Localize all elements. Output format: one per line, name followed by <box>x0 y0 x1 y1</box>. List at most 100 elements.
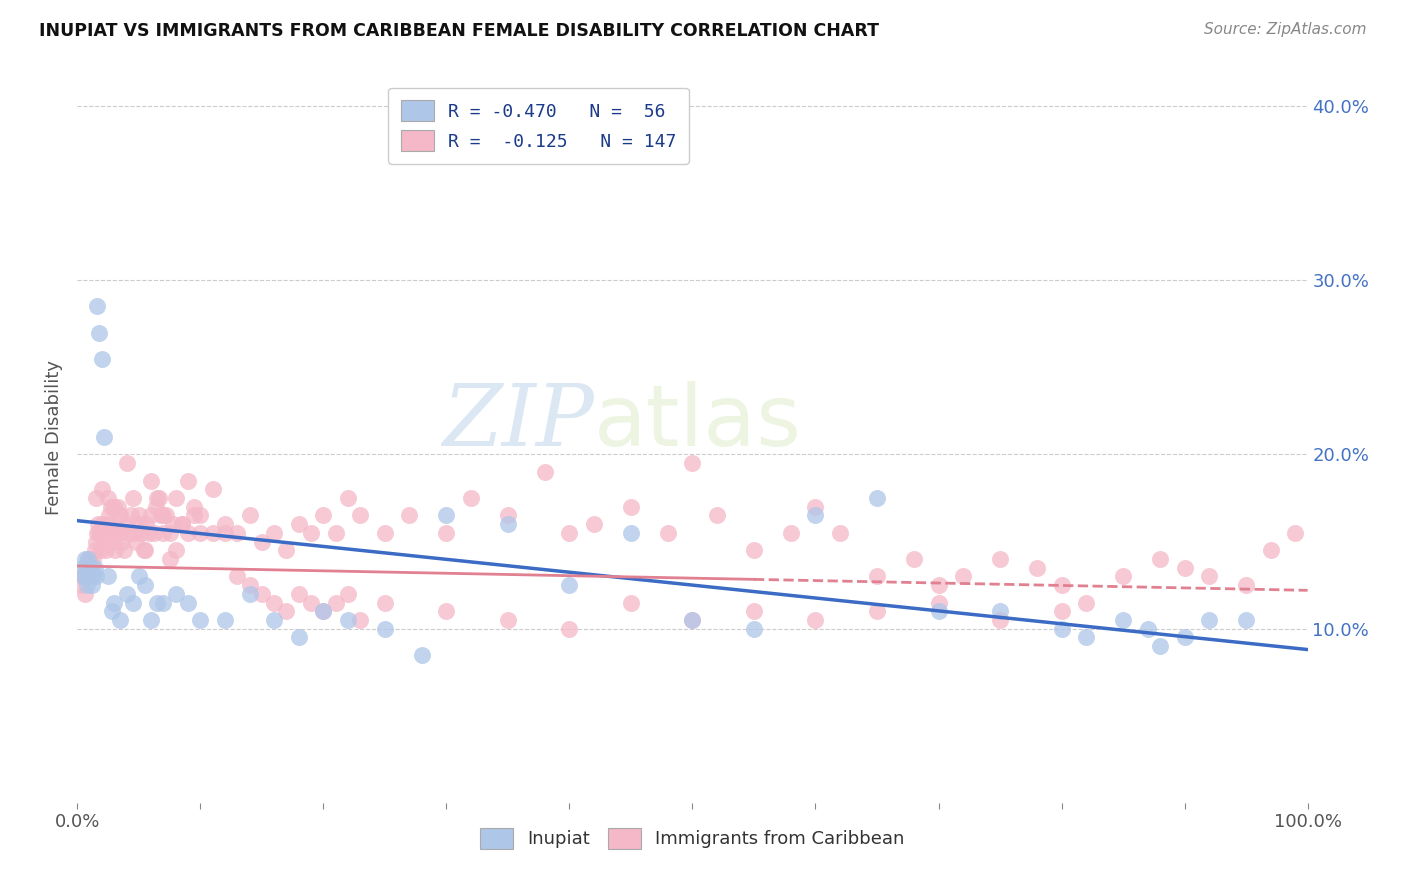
Point <box>188 525 212 540</box>
Point <box>82 569 104 583</box>
Point <box>110 613 132 627</box>
Point <box>155 508 177 523</box>
Point <box>72 569 94 583</box>
Point <box>128 569 150 583</box>
Point <box>90 517 114 532</box>
Point <box>325 595 347 609</box>
Point <box>188 613 212 627</box>
Point <box>496 613 519 627</box>
Point <box>146 595 169 609</box>
Point <box>121 595 143 609</box>
Point <box>73 587 96 601</box>
Text: ZIP: ZIP <box>441 381 595 464</box>
Point <box>226 569 249 583</box>
Point <box>152 508 174 523</box>
Point <box>103 595 125 609</box>
Point <box>110 525 132 540</box>
Point <box>86 525 108 540</box>
Point <box>103 500 125 514</box>
Point <box>141 508 163 523</box>
Point <box>112 543 135 558</box>
Point <box>288 631 311 645</box>
Point <box>97 569 120 583</box>
Point <box>162 517 184 532</box>
Point <box>122 525 145 540</box>
Point <box>288 517 311 532</box>
Text: Source: ZipAtlas.com: Source: ZipAtlas.com <box>1204 22 1367 37</box>
Point <box>121 508 143 523</box>
Point <box>1149 552 1171 566</box>
Point <box>183 500 205 514</box>
Point <box>159 552 181 566</box>
Point <box>312 604 335 618</box>
Point <box>928 604 950 618</box>
Point <box>1050 604 1073 618</box>
Point <box>682 456 704 470</box>
Point <box>141 474 163 488</box>
Point <box>866 604 889 618</box>
Point <box>742 622 765 636</box>
Point <box>830 525 852 540</box>
Point <box>1234 578 1257 592</box>
Point <box>374 525 396 540</box>
Point <box>89 525 111 540</box>
Point <box>620 595 643 609</box>
Point <box>988 613 1011 627</box>
Point <box>105 525 128 540</box>
Point <box>84 569 107 583</box>
Point <box>84 534 107 549</box>
Point <box>148 491 170 505</box>
Point <box>239 578 262 592</box>
Point <box>79 552 101 566</box>
Point <box>177 474 200 488</box>
Point <box>90 351 114 366</box>
Point <box>988 552 1011 566</box>
Text: INUPIAT VS IMMIGRANTS FROM CARIBBEAN FEMALE DISABILITY CORRELATION CHART: INUPIAT VS IMMIGRANTS FROM CARIBBEAN FEM… <box>39 22 879 40</box>
Point <box>128 517 150 532</box>
Point <box>138 525 160 540</box>
Point <box>214 517 236 532</box>
Point <box>108 508 131 523</box>
Point <box>94 543 117 558</box>
Point <box>312 604 335 618</box>
Point <box>263 525 285 540</box>
Point <box>132 543 155 558</box>
Point <box>97 517 120 532</box>
Point <box>170 517 193 532</box>
Point <box>152 595 174 609</box>
Point <box>337 587 360 601</box>
Point <box>121 491 143 505</box>
Point <box>988 604 1011 618</box>
Point <box>263 613 285 627</box>
Point <box>214 525 236 540</box>
Point <box>558 622 581 636</box>
Point <box>1026 560 1049 574</box>
Point <box>183 508 205 523</box>
Point <box>250 587 273 601</box>
Point <box>903 552 925 566</box>
Point <box>263 595 285 609</box>
Point <box>110 508 132 523</box>
Point <box>1174 631 1197 645</box>
Point <box>558 578 581 592</box>
Point <box>239 587 262 601</box>
Point <box>115 587 138 601</box>
Point <box>214 613 236 627</box>
Point <box>1260 543 1282 558</box>
Point <box>125 534 148 549</box>
Point <box>90 543 112 558</box>
Point <box>1198 613 1220 627</box>
Point <box>84 491 107 505</box>
Point <box>96 525 118 540</box>
Point <box>1112 613 1135 627</box>
Point <box>436 508 458 523</box>
Point <box>496 517 519 532</box>
Point <box>152 525 174 540</box>
Point <box>107 500 129 514</box>
Point <box>742 604 765 618</box>
Point <box>101 534 124 549</box>
Point <box>76 578 98 592</box>
Point <box>682 613 704 627</box>
Point <box>165 543 187 558</box>
Point <box>159 525 181 540</box>
